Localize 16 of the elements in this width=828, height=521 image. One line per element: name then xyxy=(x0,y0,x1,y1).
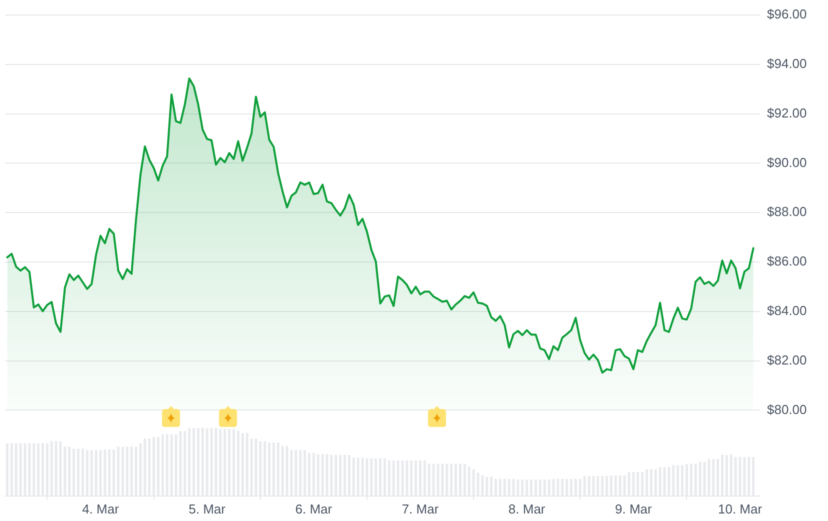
y-tick-label: $84.00 xyxy=(767,302,807,318)
x-tick-label: 9. Mar xyxy=(615,501,653,516)
x-tick-label: 5. Mar xyxy=(188,501,226,516)
x-tick-label: 6. Mar xyxy=(295,501,333,516)
y-tick-label: $80.00 xyxy=(767,402,807,417)
x-tick-label: 8. Mar xyxy=(508,501,546,516)
y-tick-label: $92.00 xyxy=(767,105,807,120)
y-tick-label: $90.00 xyxy=(767,154,807,170)
y-tick-label: $88.00 xyxy=(767,204,807,220)
x-tick-label: 7. Mar xyxy=(402,501,440,516)
x-tick-label: 10. Mar xyxy=(718,501,763,516)
y-tick-label: $86.00 xyxy=(767,254,807,269)
x-tick-label: 4. Mar xyxy=(82,501,120,516)
y-tick-label: $94.00 xyxy=(767,56,807,71)
y-tick-label: $82.00 xyxy=(767,352,807,368)
y-tick-label: $96.00 xyxy=(767,6,807,22)
